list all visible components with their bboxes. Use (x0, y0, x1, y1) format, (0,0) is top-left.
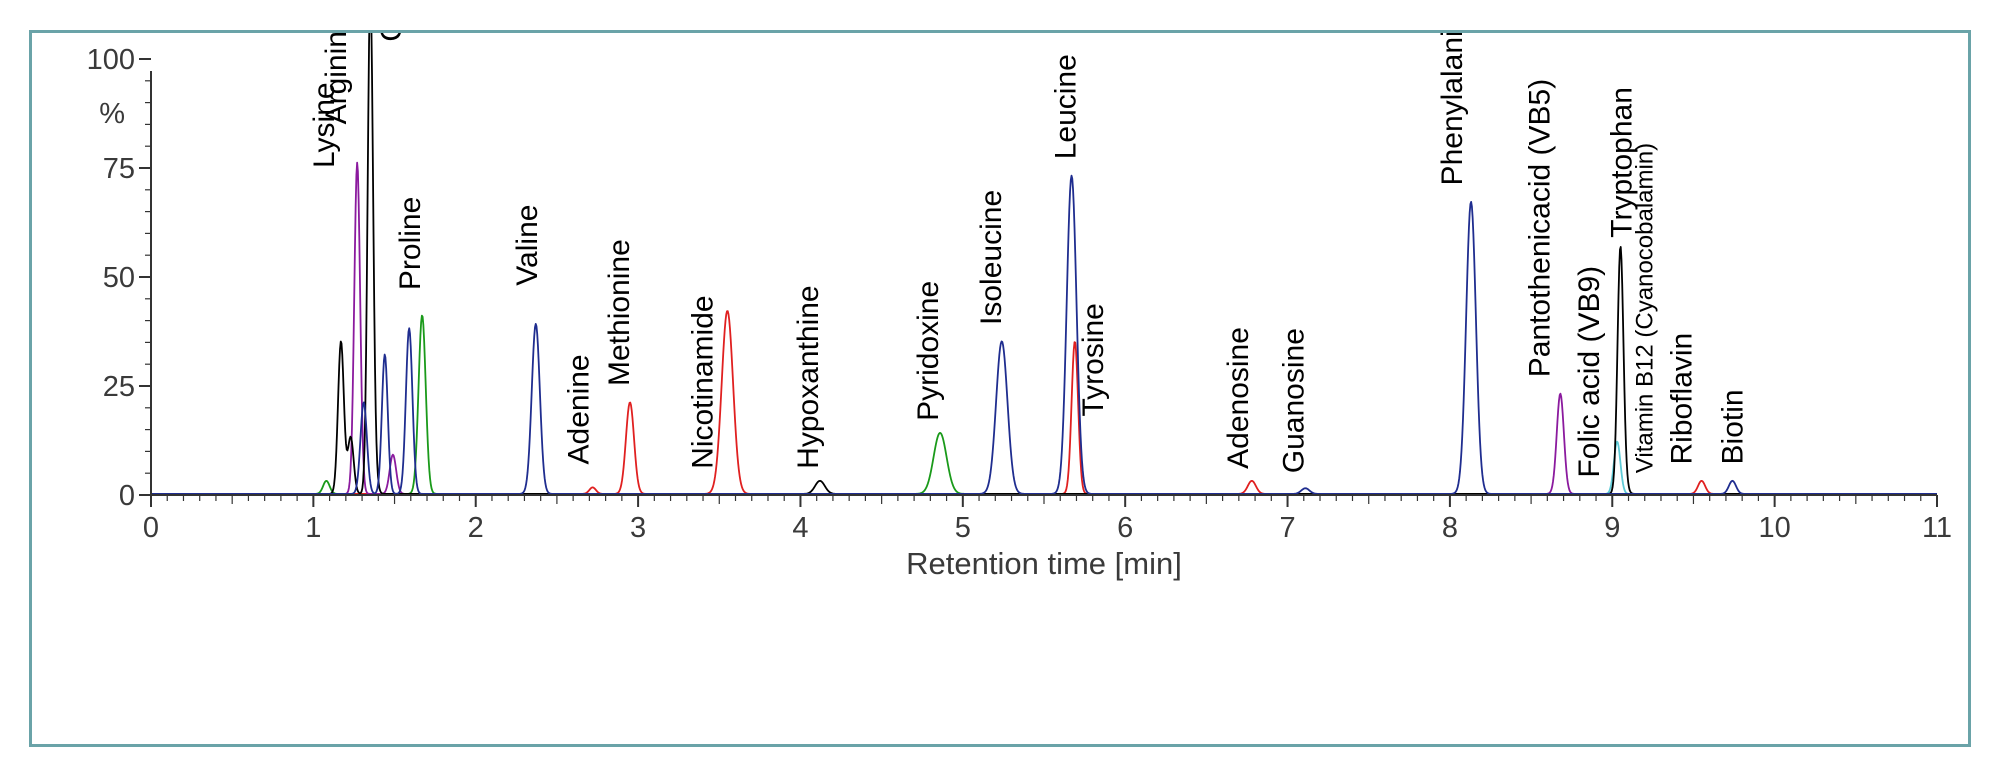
y-tick-label: 25 (103, 371, 135, 403)
peak-label-guanosine: Guanosine (1277, 328, 1310, 473)
y-tick-label: 100 (87, 44, 135, 76)
x-tick-label: 1 (305, 512, 321, 544)
peak-label-valine: Valine (511, 205, 544, 286)
x-tick-label: 7 (1279, 512, 1295, 544)
peak-label-adenine: Adenine (563, 354, 596, 464)
y-tick-label: 50 (103, 262, 135, 294)
chromatogram-chart: 0 1 2 3 4 5 6 7 8 9 10 11 0 25 50 75 100 % Retention ti… (87, 33, 1952, 581)
peak-label-lysine: Lysine (308, 82, 341, 168)
peak-label-folic-acid-vb9: Folic acid (VB9) (1573, 266, 1606, 478)
x-tick-label: 6 (1117, 512, 1133, 544)
peak-label-leucine: Leucine (1050, 54, 1083, 159)
peak-label-pantothenicacid-vb5: Pantothenicacid (VB5) (1523, 79, 1556, 378)
trace-blue (150, 174, 1938, 495)
peak-label-tryptophan: Tryptophan (1605, 87, 1638, 238)
x-tick-label: 9 (1604, 512, 1620, 544)
peak-label-isoleucine: Isoleucine (975, 190, 1008, 325)
y-ticks: 0 25 50 75 100 (87, 44, 151, 512)
x-tick-label: 11 (1922, 512, 1952, 544)
peak-label-methionine: Methionine (603, 239, 636, 386)
peak-label-pyridoxine: Pyridoxine (912, 281, 945, 421)
axes: 0 1 2 3 4 5 6 7 8 9 10 11 0 25 50 75 100 (87, 44, 1952, 544)
x-tick-label: 5 (955, 512, 971, 544)
peak-label-hypoxanthine: Hypoxanthine (792, 285, 825, 468)
x-tick-label: 4 (792, 512, 808, 544)
peak-label-proline: Proline (394, 197, 427, 290)
x-tick-label: 8 (1442, 512, 1458, 544)
peak-label-phenylalanine: Phenylalanine (1436, 33, 1469, 185)
peak-label-biotin: Biotin (1716, 389, 1749, 464)
peak-label-arginine: Arginine (320, 33, 353, 124)
y-tick-label: 75 (103, 153, 135, 185)
x-tick-label: 10 (1759, 512, 1791, 544)
y-tick-label: 0 (119, 480, 135, 512)
peak-label-adenosine: Adenosine (1222, 327, 1255, 469)
x-tick-label: 3 (630, 512, 646, 544)
peak-label-choline: Choline (375, 33, 408, 42)
peak-label-riboflavin: Riboflavin (1666, 333, 1699, 465)
chart-frame: 0 1 2 3 4 5 6 7 8 9 10 11 0 25 50 75 100 % Retention ti… (29, 30, 1971, 747)
x-tick-label: 2 (468, 512, 484, 544)
peak-label-vitamin-b12-cyanocobalamin: Vitamin B12 (Cyanocobalamin) (1632, 143, 1659, 473)
x-ticks: 0 1 2 3 4 5 6 7 8 9 10 11 (143, 495, 1952, 544)
chromatogram-traces (150, 33, 1938, 495)
peak-label-tyrosine: Tyrosine (1077, 303, 1110, 416)
peak-label-nicotinamide: Nicotinamide (686, 295, 719, 468)
x-axis-title: Retention time [min] (906, 546, 1182, 581)
x-tick-label: 0 (143, 512, 159, 544)
y-axis-unit: % (99, 98, 125, 130)
